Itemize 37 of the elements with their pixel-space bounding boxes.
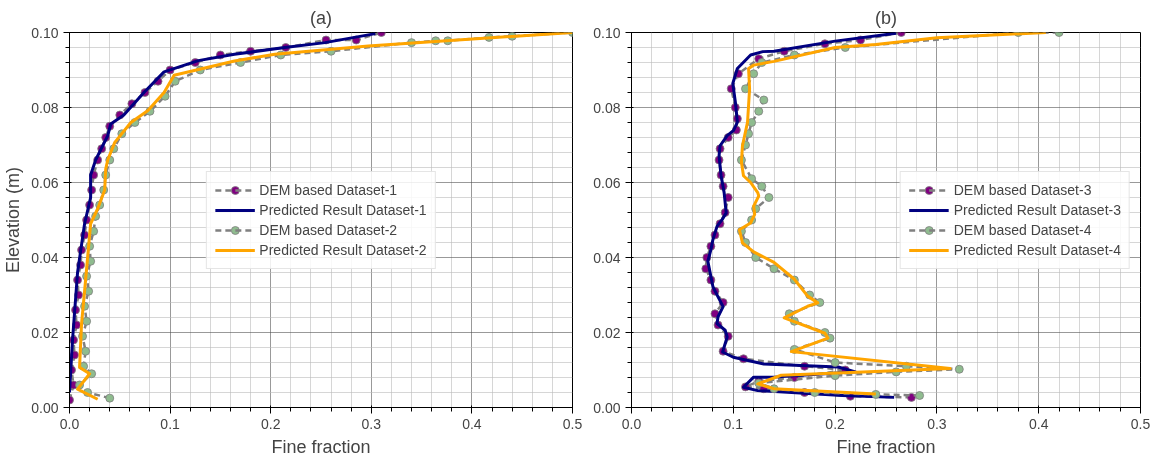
x-tick-label: 0.5 — [562, 415, 583, 432]
legend-label: Predicted Result Dataset-3 — [953, 201, 1121, 218]
y-tick-label: 0.00 — [31, 399, 59, 416]
y-tick-label: 0.06 — [593, 174, 621, 191]
legend-label: Predicted Result Dataset-1 — [259, 201, 427, 218]
legend-label: DEM based Dataset-1 — [259, 181, 398, 198]
y-tick-label: 0.02 — [31, 324, 59, 341]
legend-label: Predicted Result Dataset-4 — [953, 241, 1121, 258]
y-tick-label: 0.08 — [31, 99, 59, 116]
x-tick-label: 0.1 — [160, 415, 181, 432]
y-tick-label: 0.02 — [593, 324, 621, 341]
y-tick-label: 0.08 — [593, 99, 621, 116]
legend-label: DEM based Dataset-3 — [953, 181, 1092, 198]
y-axis-title: Elevation (m) — [3, 166, 24, 274]
chart-title: (a) — [310, 7, 332, 28]
x-tick-label: 0.3 — [927, 415, 947, 432]
y-tick-label: 0.04 — [593, 249, 621, 266]
x-tick-label: 0.0 — [59, 415, 80, 432]
x-tick-label: 0.2 — [260, 415, 281, 432]
y-tick-label: 0.06 — [31, 174, 59, 191]
x-tick-label: 0.0 — [621, 415, 642, 432]
y-tick-label: 0.10 — [31, 24, 59, 41]
chart-title: (b) — [875, 7, 897, 28]
x-tick-label: 0.4 — [1028, 415, 1049, 432]
legend-label: DEM based Dataset-4 — [953, 221, 1092, 238]
y-tick-label: 0.00 — [593, 399, 621, 416]
legend-label: DEM based Dataset-2 — [259, 221, 398, 238]
x-tick-label: 0.4 — [462, 415, 482, 432]
x-axis-title: Fine fraction — [836, 436, 936, 457]
x-tick-label: 0.1 — [723, 415, 744, 432]
legend-label: Predicted Result Dataset-2 — [259, 241, 427, 258]
x-tick-label: 0.2 — [825, 415, 846, 432]
y-tick-label: 0.04 — [31, 249, 59, 266]
x-tick-label: 0.3 — [361, 415, 382, 432]
x-tick-label: 0.5 — [1130, 415, 1151, 432]
y-tick-label: 0.10 — [593, 24, 621, 41]
x-axis-title: Fine fraction — [271, 436, 371, 457]
